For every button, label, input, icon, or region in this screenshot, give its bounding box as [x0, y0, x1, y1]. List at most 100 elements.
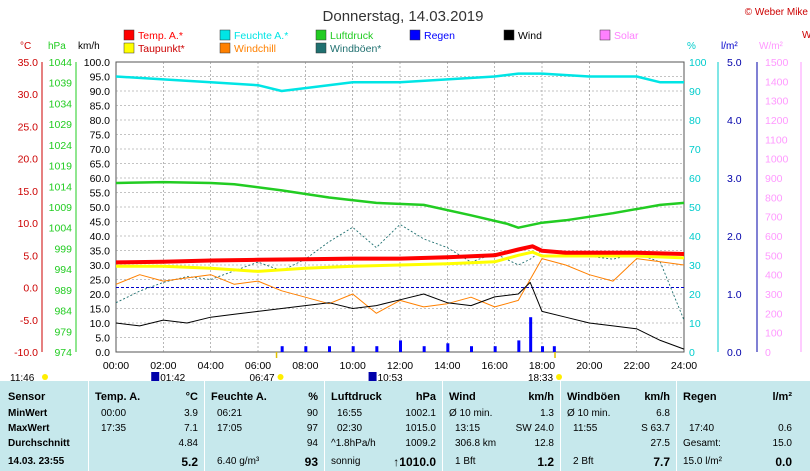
cell-value: 7.1: [184, 423, 198, 434]
grid: [115, 61, 685, 353]
cell-label: Ø 10 min.: [449, 408, 493, 419]
col-unit: %: [308, 391, 318, 403]
hpa-tick: 1004: [49, 223, 73, 235]
temp-tick: 5.0: [23, 250, 38, 262]
rain-bar: [375, 346, 379, 352]
sunrise-label: 06:47: [250, 373, 275, 381]
cell-time: 17:40: [689, 423, 715, 434]
cell-value: 27.5: [650, 438, 670, 449]
rain-bar: [493, 346, 497, 352]
col-header: Luftdruck: [331, 391, 382, 403]
temp-tick: 10.0: [18, 218, 39, 230]
cell-time: 17:35: [101, 423, 127, 434]
temp-unit-label: °C: [20, 41, 31, 52]
solar-tick: 0: [765, 347, 771, 359]
legend-label: Wind: [518, 30, 542, 42]
x-tick: 22:00: [624, 360, 650, 372]
legend-swatch: [219, 42, 231, 54]
solar-tick: 700: [765, 212, 783, 224]
pct-tick: 60: [689, 173, 701, 185]
legend: Temp. A.* Feuchte A.* Luftdruck Regen Wind So…: [123, 29, 639, 55]
kmh-tick: 60.0: [90, 173, 111, 185]
legend-label: Solar: [614, 30, 639, 42]
legend-swatch: [409, 29, 421, 41]
solar-tick: 200: [765, 308, 783, 320]
x-tick: 08:00: [292, 360, 318, 372]
col-unit: km/h: [528, 391, 554, 403]
kmh-tick: 25.0: [90, 275, 111, 287]
axes: 35.0 30.0 25.0 20.0 15.0 10.0 5.0 0.0 -5.0 -10.0 1…: [14, 57, 802, 372]
rain-bar: [304, 346, 308, 352]
col-header: Temp. A.: [95, 391, 141, 403]
pct-tick: 10: [689, 318, 701, 330]
legend-label: Regen: [424, 30, 455, 42]
cell-time: 00:00: [101, 408, 127, 419]
kmh-tick: 20.0: [90, 289, 111, 301]
x-tick: 02:00: [150, 360, 176, 372]
legend-swatch: [599, 29, 611, 41]
rain-tick: 4.0: [727, 115, 742, 127]
w-unit-label: W: [802, 30, 810, 41]
kmh-tick: 45.0: [90, 217, 111, 229]
solar-unit-label: W/m²: [759, 41, 784, 52]
kmh-tick: 40.0: [90, 231, 111, 243]
x-tick: 18:00: [529, 360, 555, 372]
cell-value: S 63.7: [641, 423, 670, 434]
temp-tick: -5.0: [20, 315, 38, 327]
x-tick: 14:00: [434, 360, 460, 372]
pct-tick: 80: [689, 115, 701, 127]
legend-swatch: [219, 29, 231, 41]
weather-chart: Donnerstag, 14.03.2019 © Weber Mike Temp…: [10, 7, 810, 381]
kmh-unit-label: km/h: [78, 41, 100, 52]
cell-value: 4.84: [178, 438, 198, 449]
solar-tick: 1100: [765, 134, 788, 146]
pct-tick: 30: [689, 260, 701, 272]
cell-value: 90: [306, 408, 318, 419]
summary-table: Sensor MinWert MaxWert Durchschnitt 14.0…: [0, 381, 810, 471]
row-label: Durchschnitt: [8, 438, 70, 449]
legend-label: Taupunkt*: [138, 43, 185, 55]
legend-label: Feuchte A.*: [234, 30, 288, 42]
cell-forecast: sonnig: [331, 456, 361, 467]
x-tick: 24:00: [671, 360, 697, 372]
hpa-tick: 989: [54, 285, 72, 297]
row-label: MinWert: [8, 408, 48, 419]
rain-tick: 0.0: [727, 347, 742, 359]
rain-bar: [280, 346, 284, 352]
temp-tick: 30.0: [18, 89, 39, 101]
rain-bar: [399, 340, 402, 352]
legend-label: Windböen*: [330, 43, 381, 55]
hpa-tick: 1034: [49, 98, 73, 110]
moonrise-label: 11:46: [10, 373, 35, 381]
cell-time: 13:15: [455, 423, 481, 434]
cell-current: 7.7: [653, 455, 670, 469]
series-windchill: [115, 258, 685, 314]
legend-swatch: [123, 42, 135, 54]
hpa-unit-label: hPa: [48, 41, 66, 52]
kmh-tick: 15.0: [90, 304, 111, 316]
solar-tick: 300: [765, 289, 783, 301]
hpa-tick: 1024: [49, 140, 73, 152]
unit-labels: °C hPa km/h% l/m² W/m² W: [20, 30, 810, 52]
rain-tick: 2.0: [727, 231, 742, 243]
kmh-tick: 0.0: [95, 347, 110, 359]
col-header: Feuchte A.: [211, 391, 267, 403]
series-temp: [115, 244, 685, 265]
pct-tick: 40: [689, 231, 701, 243]
series-luftdruck: [115, 180, 685, 229]
col-windboeen: Windböen km/h Ø 10 min. 6.8 11:55 S 63.7…: [560, 381, 676, 471]
sun-icon: [277, 374, 284, 380]
rain-bar: [529, 317, 533, 352]
x-tick: 10:00: [340, 360, 366, 372]
row-label: MaxWert: [8, 423, 50, 434]
solar-tick: 600: [765, 231, 783, 243]
series-feuchte: [115, 72, 684, 93]
hpa-tick: 1009: [49, 202, 73, 214]
kmh-tick: 65.0: [90, 159, 111, 171]
col-header: Windböen: [567, 391, 621, 403]
kmh-tick: 10.0: [90, 318, 111, 330]
temp-tick: 0.0: [23, 283, 38, 295]
hpa-tick: 1039: [49, 78, 73, 90]
cell-value: 1002.1: [405, 408, 436, 419]
solar-tick: 1400: [765, 76, 789, 88]
